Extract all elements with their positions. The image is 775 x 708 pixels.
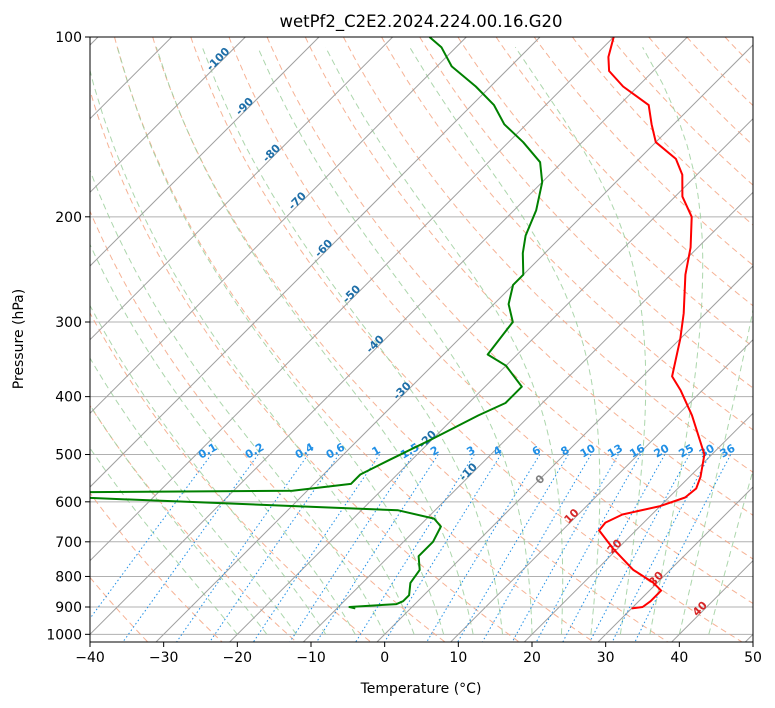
- moist-adiabat: [201, 47, 503, 635]
- isotherm: [155, 44, 753, 642]
- moist-adiabat: [409, 46, 601, 635]
- x-tick-label: 20: [523, 650, 541, 666]
- plot-frame: [89, 36, 754, 643]
- dry-adiabat: [90, 311, 372, 642]
- dry-adiabat: [90, 492, 223, 642]
- moist-adiabat: [90, 68, 415, 635]
- y-tick-label: 900: [55, 600, 82, 616]
- y-tick-label: 500: [55, 448, 82, 464]
- moist-adiabat: [90, 447, 238, 635]
- isotherm: [90, 37, 467, 415]
- series-lines: [90, 37, 706, 610]
- mixing-ratio-line: [535, 454, 641, 642]
- isotherm: [597, 486, 753, 642]
- dry-adiabat: [457, 37, 753, 348]
- x-axis: −40 −30 −20 −10 0 10 20 30 40 50: [75, 642, 762, 666]
- x-tick-label: 0: [380, 650, 389, 666]
- y-tick-label: 400: [55, 390, 82, 406]
- moist-adiabat: [678, 307, 753, 635]
- moist-adiabat: [90, 357, 297, 635]
- y-tick-label: 700: [55, 535, 82, 551]
- mixing-ratio-line: [122, 454, 259, 642]
- moist-adiabat: [90, 243, 356, 635]
- background-lines: [90, 37, 753, 642]
- dry-adiabat: [533, 37, 753, 266]
- dry-adiabat: [381, 37, 753, 431]
- x-tick-label: −20: [223, 650, 253, 666]
- moist-adiabat: [90, 304, 327, 635]
- mixing-ratio-line: [511, 454, 619, 642]
- moist-adiabat: [708, 468, 753, 635]
- mixing-ratio-line: [481, 454, 592, 642]
- dewpoint-line: [90, 37, 544, 610]
- dry-adiabat: [90, 88, 520, 642]
- moist-adiabat: [325, 46, 564, 635]
- dry-adiabat: [419, 37, 753, 389]
- mixing-ratio-line: [90, 454, 212, 620]
- y-tick-label: 200: [55, 210, 82, 226]
- mixing-ratio-line: [176, 454, 309, 642]
- x-tick-label: 40: [670, 650, 688, 666]
- isotherm: [90, 37, 320, 267]
- x-tick-label: 30: [597, 650, 615, 666]
- chart-title: wetPf2_C2E2.2024.224.00.16.G20: [279, 12, 562, 32]
- mixing-ratio-line: [457, 454, 569, 642]
- isotherm: [90, 37, 688, 636]
- x-tick-label: 50: [744, 650, 762, 666]
- y-tick-label: 300: [55, 315, 82, 331]
- dry-adiabat: [266, 37, 753, 560]
- y-tick-label: 1000: [46, 627, 82, 643]
- isotherm: [450, 338, 753, 642]
- y-tick-label: 600: [55, 495, 82, 511]
- x-tick-label: −30: [149, 650, 179, 666]
- dry-adiabat: [90, 404, 297, 642]
- mixing-ratio-line: [611, 454, 711, 642]
- isotherm: [90, 37, 615, 562]
- dry-adiabat: [228, 37, 753, 605]
- isotherm: [90, 37, 246, 194]
- y-axis: 100 200 300 400 500 600 700 800 900 1000: [46, 30, 90, 643]
- mixing-ratio-line: [562, 454, 666, 642]
- y-tick-label: 100: [55, 30, 82, 46]
- x-tick-label: 10: [449, 650, 467, 666]
- dry-adiabat: [90, 209, 446, 642]
- x-axis-label: Temperature (°C): [360, 681, 482, 697]
- x-tick-label: −10: [296, 650, 326, 666]
- moist-adiabat: [90, 404, 268, 635]
- moist-adiabat: [155, 47, 474, 635]
- mixing-ratio-line: [252, 454, 381, 642]
- isotherm: [229, 117, 753, 642]
- mixing-ratio-line: [289, 454, 414, 642]
- temperature-line: [598, 37, 706, 610]
- moist-adiabat: [514, 46, 647, 635]
- isotherm: [523, 412, 753, 642]
- isotherm: [302, 191, 753, 642]
- mixing-ratio-line: [634, 454, 732, 642]
- x-tick-label: −40: [75, 650, 105, 666]
- y-axis-label: Pressure (hPa): [11, 289, 27, 389]
- moist-adiabat: [90, 168, 386, 635]
- dry-adiabat: [304, 37, 753, 516]
- y-tick-label: 800: [55, 569, 82, 585]
- isotherm: [90, 37, 541, 488]
- mixing-ratio-line: [426, 454, 541, 642]
- moist-adiabat: [116, 47, 445, 635]
- dry-adiabat: [190, 37, 743, 642]
- dry-adiabat: [114, 37, 594, 642]
- moist-adiabat: [257, 46, 533, 635]
